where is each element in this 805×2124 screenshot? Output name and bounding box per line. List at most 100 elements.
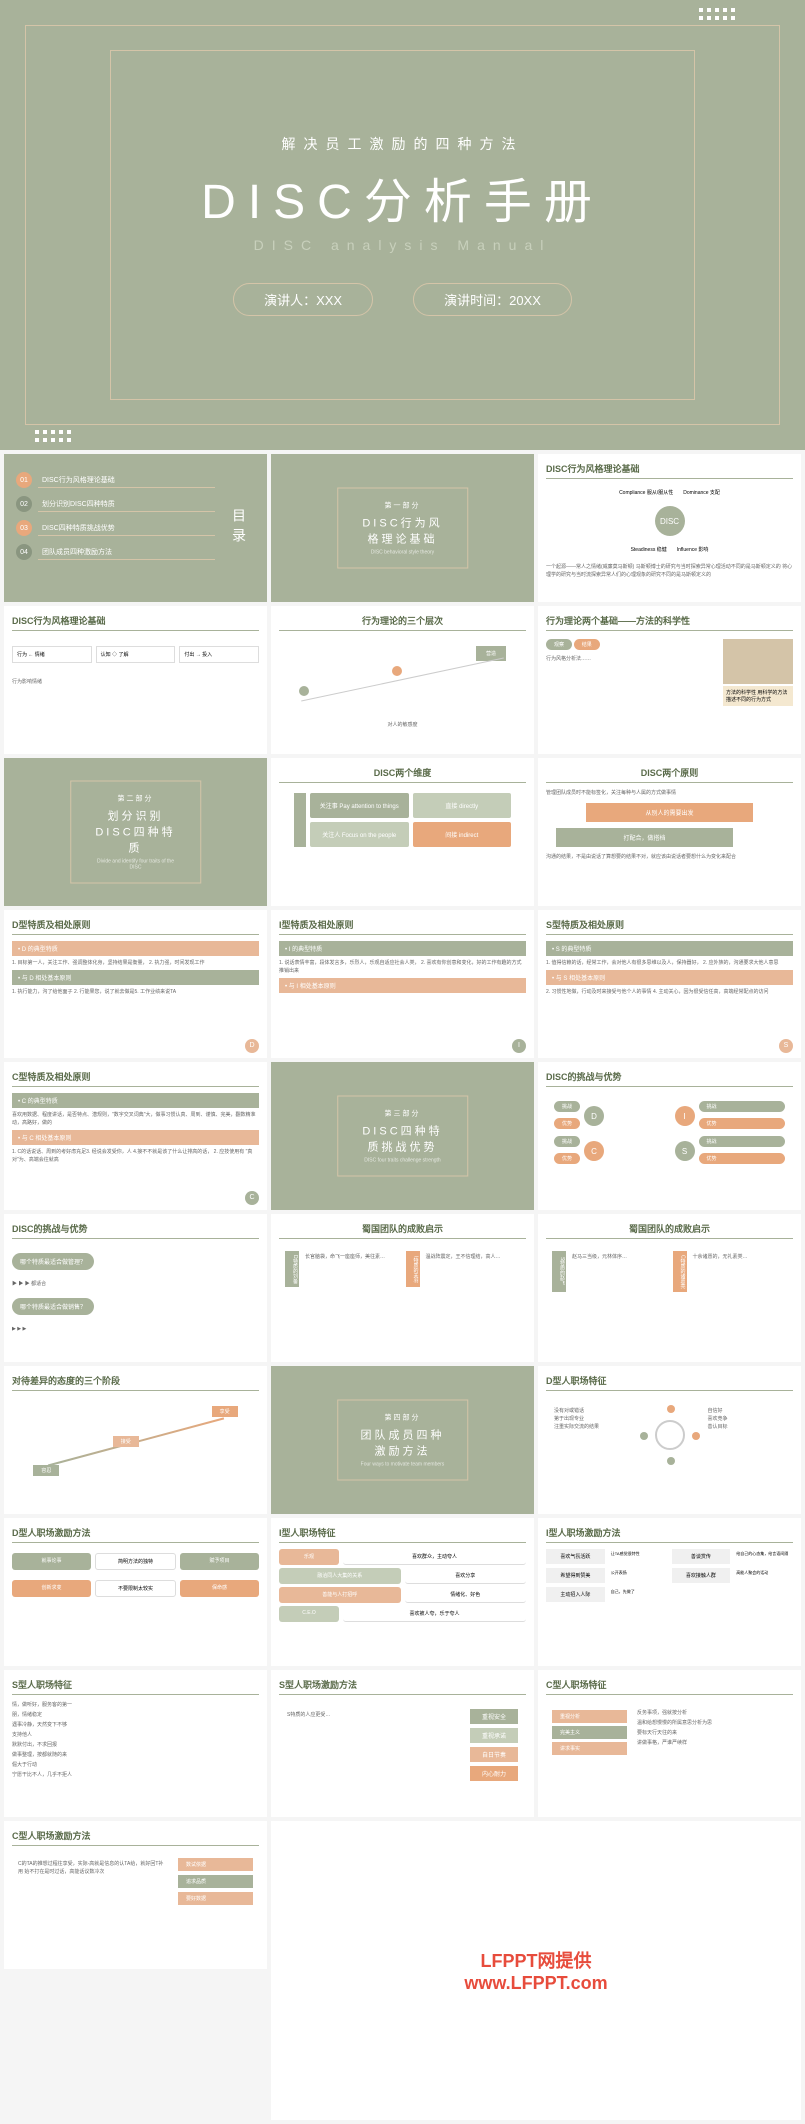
stage: 享受 (212, 1406, 238, 1417)
item: 付出 → 投入 (179, 646, 259, 663)
section-slide-1: 第一部分 DISC行为风格理论基础 DISC behavioral style … (271, 454, 534, 602)
col-label: S特质的赵飞 (552, 1251, 566, 1293)
gear-icon (640, 1405, 700, 1465)
text: 温战阵震定，王不信理结，高人… (426, 1253, 521, 1286)
text: 十余诸愿的，无礼素类… (693, 1253, 788, 1291)
section-title: DISC四种特质挑战优势 (358, 1122, 448, 1154)
toc-item: 04 团队成员四种激励方法 (16, 544, 215, 560)
slide-title: 蜀国团队的成败启示 (279, 1222, 526, 1239)
item: 给自己的心态集，给言语间隔 (734, 1549, 793, 1564)
item: 高能人聚会的话动 (734, 1568, 793, 1583)
tag: 挑战 (699, 1101, 786, 1112)
text: S特质的人应更受… (287, 1711, 460, 1779)
text: 沟通的结果，不是由说话了算想要的结果不对，就应该由说话者要想什么为变化来配合 (546, 853, 793, 861)
section-title: DISC行为风格理论基础 (358, 514, 448, 546)
pill: 就事论事 (12, 1553, 91, 1570)
item: 追求品质 (178, 1875, 253, 1888)
slide-title: DISC的挑战与优势 (12, 1222, 259, 1239)
slide-title: I型人职场特征 (279, 1526, 526, 1543)
toc-text: DISC行为风格理论基础 (38, 473, 215, 488)
disc-basics-slide: DISC行为风格理论基础 Compliance 服从/服从性 Dominance… (538, 454, 801, 602)
shu-team-1: 蜀国团队的成败启示 D特质的刘备 长官脑袋，命飞一座座师，美往素… I特质的关羽… (271, 1214, 534, 1362)
tag: 挑战 (699, 1136, 786, 1147)
item: 公开表扬 (609, 1568, 668, 1583)
header: • C 的典型特质 (12, 1093, 259, 1108)
slide-title: D型人职场特征 (546, 1374, 793, 1391)
quad: 关注人 Focus on the people (310, 822, 409, 847)
item: 认知 ◇ 了解 (96, 646, 176, 663)
attitude-stages: 对待差异的态度的三个阶段 容忍 接受 享受 (4, 1366, 267, 1514)
d-traits-slide: D型特质及相处原则 • D 的典型特质 1. 目标第一人，关注工作、强调整体化身… (4, 910, 267, 1058)
letter: S (675, 1141, 695, 1161)
hero-en: DISC analysis Manual (254, 237, 552, 253)
toc-item: 02 划分识别DISC四种特质 (16, 496, 215, 512)
text: 简明方法的独特 (95, 1553, 176, 1570)
text: ▶ ▶ ▶ (12, 1325, 259, 1333)
axis (294, 793, 306, 847)
text: 一个起源——常人之情绪(威廉莫马斯顿) 马斯顿博士的研究与当时探索异常心理活动不… (546, 563, 793, 579)
c-workplace: C型人职场特征 重视分析 完美主义 讲求事实 反务事项，强就按分析 温和给想慢慢… (538, 1670, 801, 1818)
item: 情，做听好，服务客的第一 (12, 1701, 259, 1709)
dot (299, 686, 309, 696)
hero-subtitle: 解决员工激励的四种方法 (282, 134, 524, 154)
slide-title: 行为理论的三个层次 (279, 614, 526, 631)
section-title: 划分识别DISC四种特质 (91, 807, 181, 855)
letter: I (675, 1106, 695, 1126)
quad-label: Compliance 服从/服从性 (619, 489, 673, 496)
section-title: 团队成员四种激励方法 (358, 1426, 448, 1458)
header: • 与 I 相处基本原则 (279, 978, 526, 993)
col-label: I特质的关羽 (406, 1251, 420, 1288)
list: 情，做听好，服务客的第一 朋，情绪稳定 遇事冷静，天然变下不够 支持他人 默默付… (12, 1701, 259, 1779)
item: 情绪化、好色 (405, 1587, 527, 1603)
text: 对人的敏感度 (279, 721, 526, 729)
list: 乐观喜欢群众，主动夸人 融洽同人大集的关系喜欢分享 善能与人打招呼情绪化、好色 … (279, 1549, 526, 1622)
disc-basics-2: DISC行为风格理论基础 行为 ← 情绪 认知 ◇ 了解 付出 → 投入 行为影… (4, 606, 267, 754)
item: 行为 ← 情绪 (12, 646, 92, 663)
section-slide-4: 第四部分 团队成员四种激励方法 Four ways to motivate te… (271, 1366, 534, 1514)
quad: 间接 indirect (413, 822, 512, 847)
slide-title: DISC行为风格理论基础 (12, 614, 259, 631)
i-traits-slide: I型特质及相处原则 • I 的典型特质 1. 说话表情丰富，段体发言多，乐烈人，… (271, 910, 534, 1058)
section-slide-2: 第二部分 划分识别DISC四种特质 Divide and identify fo… (4, 758, 267, 906)
text: 赵马三当级，元林体序… (572, 1253, 667, 1291)
tag: 挑战 (554, 1136, 580, 1147)
item: 喜欢分享 (405, 1568, 527, 1584)
item: C.E.O (279, 1606, 339, 1622)
header: • 与 D 相处基本原则 (12, 970, 259, 985)
slide-title: C型人职场特征 (546, 1678, 793, 1695)
c-traits-slide: C型特质及相处原则 • C 的典型特质 喜欢用数据、程度讲话，是否特点、潜规则，… (4, 1062, 267, 1210)
tag: 优势 (554, 1118, 580, 1129)
letter: D (584, 1106, 604, 1126)
pill: 创新求变 (12, 1580, 91, 1597)
text: 长官脑袋，命飞一座座师，美往素… (305, 1253, 400, 1286)
letter-badge: C (245, 1191, 259, 1205)
disc-circle: DISC (655, 506, 685, 536)
i-workplace: I型人职场特征 乐观喜欢群众，主动夸人 融洽同人大集的关系喜欢分享 善能与人打招… (271, 1518, 534, 1666)
slide-title: D型特质及相处原则 (12, 918, 259, 935)
text: 1. 说话表情丰富，段体发言多，乐烈人，乐观自适应社会人类， 2. 喜欢有你创意… (279, 959, 526, 975)
tag: 优势 (699, 1118, 786, 1129)
slide-title: I型人职场激励方法 (546, 1526, 793, 1543)
tag: 挑战 (554, 1101, 580, 1112)
letter-badge: S (779, 1039, 793, 1053)
two-foundations-slide: 行为理论两个基础——方法的科学性 观察 结果 行为风格分析法…… 方法的科学性 … (538, 606, 801, 754)
slide-title: DISC两个维度 (279, 766, 526, 783)
tag: 优势 (699, 1153, 786, 1164)
pill: 自日节奏 (470, 1747, 518, 1762)
text: 没有对或错话第于出现专业注重实际交流的结果 (554, 1407, 632, 1463)
watermark-url: www.LFPPT.com (464, 1973, 607, 1994)
section-label: 第三部分 (358, 1108, 448, 1118)
quad: 直接 directly (413, 793, 512, 818)
slide-title: I型特质及相处原则 (279, 918, 526, 935)
stage: 接受 (113, 1436, 139, 1447)
item: 乐观 (279, 1549, 339, 1565)
section-en: DISC four traits challenge strength (358, 1157, 448, 1163)
slide-title: 行为理论两个基础——方法的科学性 (546, 614, 793, 631)
pill: 内心耐力 (470, 1766, 518, 1781)
pill: 重视安全 (470, 1709, 518, 1724)
item: 完美主义 (552, 1726, 627, 1739)
toc-text: 划分识别DISC四种特质 (38, 497, 215, 512)
text: 喜欢用数据、程度讲话，是否特点、潜规则，"数字交叉词典"大，做事习惯认真、周到、… (12, 1111, 259, 1127)
watermark-text: LFPPT网提供 (481, 1947, 592, 1973)
item: 默默付出，不求回报 (12, 1741, 259, 1749)
